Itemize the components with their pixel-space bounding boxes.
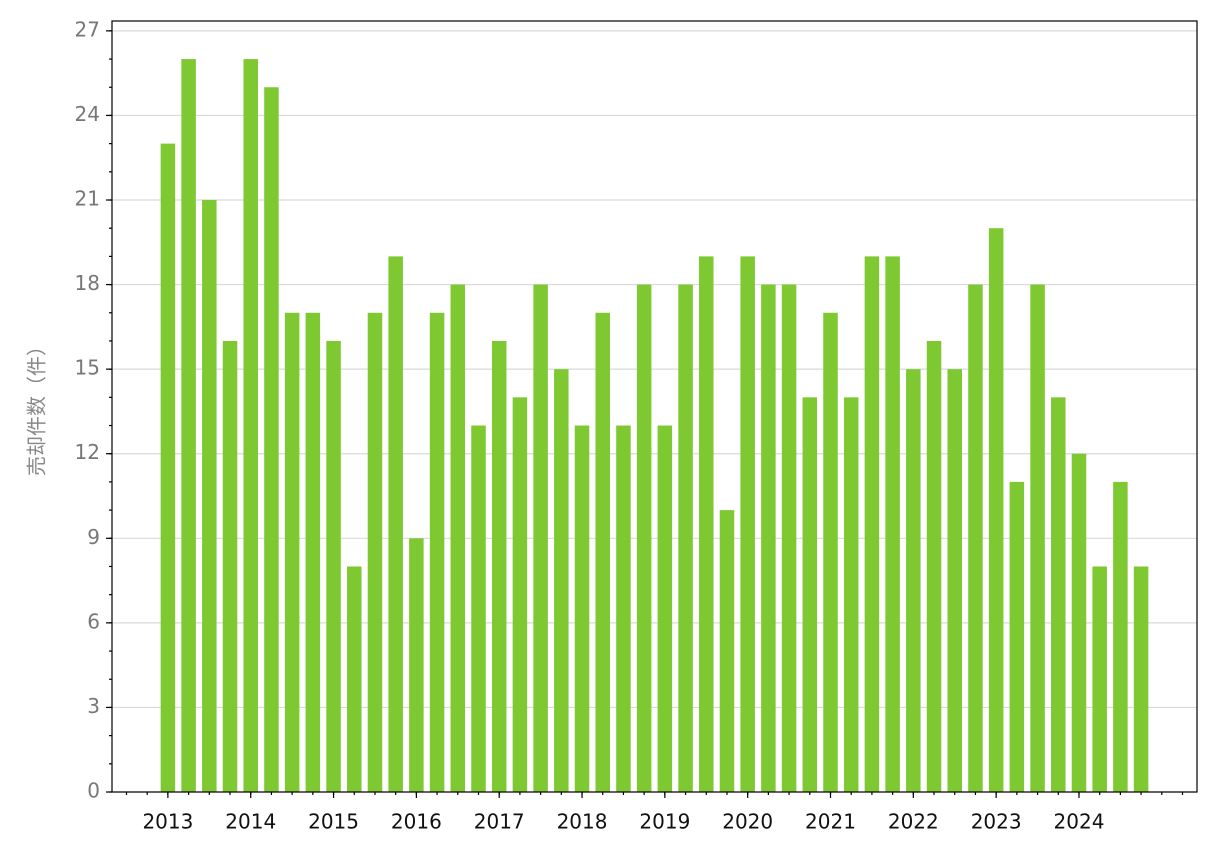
- x-tick-label: 2014: [225, 810, 276, 834]
- bar: [429, 312, 445, 792]
- y-tick-label: 3: [87, 694, 100, 718]
- y-tick-label: 9: [87, 525, 100, 549]
- bar: [761, 284, 776, 792]
- bar: [1133, 566, 1149, 792]
- y-tick-label: 24: [75, 102, 100, 126]
- bar: [326, 340, 341, 792]
- bar: [305, 312, 321, 792]
- x-tick-label: 2024: [1054, 810, 1105, 834]
- bar: [719, 510, 735, 792]
- bar: [885, 256, 900, 792]
- x-tick-label: 2018: [557, 810, 608, 834]
- y-tick-label: 27: [75, 17, 100, 41]
- bar: [409, 538, 424, 792]
- bar: [636, 284, 652, 792]
- bar: [657, 425, 673, 792]
- bar: [843, 397, 859, 792]
- bar: [1051, 397, 1066, 792]
- bar: [678, 284, 693, 792]
- x-tick-label: 2021: [805, 810, 856, 834]
- bar: [367, 312, 383, 792]
- bar: [1092, 566, 1107, 792]
- bar: [823, 312, 838, 792]
- bar: [781, 284, 797, 792]
- y-tick-label: 21: [75, 187, 100, 211]
- bar: [181, 59, 196, 793]
- bar: [491, 340, 507, 792]
- bar: [512, 397, 528, 792]
- bar: [616, 425, 631, 792]
- x-tick-label: 2020: [722, 810, 773, 834]
- bar: [388, 256, 403, 792]
- x-tick-label: 2015: [308, 810, 359, 834]
- bar: [347, 566, 362, 792]
- bar: [926, 340, 942, 792]
- y-axis-label: 売却件数（件）: [25, 336, 49, 476]
- x-tick-label: 2016: [391, 810, 442, 834]
- y-tick-label: 0: [87, 779, 100, 803]
- y-tick-label: 12: [75, 440, 100, 464]
- plot-frame: [111, 20, 1198, 793]
- bar: [906, 369, 921, 792]
- bar: [1030, 284, 1045, 792]
- bar: [968, 284, 983, 792]
- bar: [554, 369, 569, 792]
- bar: [533, 284, 548, 792]
- bar: [740, 256, 755, 792]
- bar: [947, 369, 962, 792]
- bar: [160, 143, 176, 792]
- bar: [595, 312, 610, 792]
- bar: [1113, 481, 1128, 792]
- bar: [864, 256, 880, 792]
- bar: [202, 200, 217, 792]
- bar: [471, 425, 486, 792]
- bar: [699, 256, 714, 792]
- bar: [222, 340, 238, 792]
- x-tick-label: 2019: [639, 810, 690, 834]
- bar: [243, 59, 258, 793]
- y-tick-label: 6: [87, 609, 100, 633]
- bar: [450, 284, 466, 792]
- bar: [284, 312, 300, 792]
- y-tick-label: 18: [75, 271, 100, 295]
- bar: [802, 397, 818, 792]
- y-tick-label: 15: [75, 356, 100, 380]
- x-tick-label: 2023: [971, 810, 1022, 834]
- x-tick-label: 2013: [142, 810, 193, 834]
- x-tick-label: 2017: [474, 810, 525, 834]
- bar: [574, 425, 590, 792]
- bar: [1009, 481, 1025, 792]
- bar: [1071, 453, 1087, 792]
- bar: [264, 87, 279, 792]
- bar: [988, 228, 1004, 792]
- x-tick-label: 2022: [888, 810, 939, 834]
